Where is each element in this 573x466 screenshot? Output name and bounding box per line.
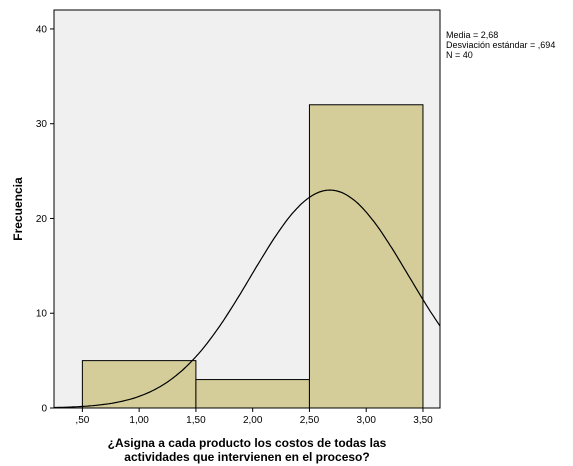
x-tick-label-4: 2,00 (243, 415, 263, 426)
y-tick-label-5: 40 (36, 24, 48, 35)
x-axis-title-line-1: ¿Asigna a cada producto los costos de to… (108, 436, 387, 450)
y-axis-title: Frecuencia (11, 177, 25, 241)
x-axis: ,50 1,00 1,50 2,00 2,50 3,00 3,50 (75, 408, 433, 426)
x-tick-label-1: ,50 (75, 415, 89, 426)
histogram-bar-1 (81, 360, 197, 409)
y-tick-label-3: 20 (36, 214, 48, 225)
histogram-bars (81, 104, 424, 409)
y-tick-label-4: 30 (36, 119, 48, 130)
x-tick-label-2: 1,00 (129, 415, 149, 426)
x-tick-label-5: 2,50 (300, 415, 320, 426)
y-tick-label-1: 0 (41, 404, 47, 415)
normal-curve (54, 189, 441, 409)
y-tick-label-2: 10 (36, 309, 48, 320)
x-axis-title-line-2: actividades que intervienen en el proces… (124, 450, 369, 464)
histogram-bar-3 (308, 104, 424, 409)
x-tick-label-6: 3,00 (356, 415, 376, 426)
histogram-bar-2 (195, 379, 310, 409)
stats-std-dev: Desviación estándar = ,694 (446, 40, 555, 50)
stats-n: N = 40 (446, 50, 473, 60)
x-tick-label-3: 1,50 (186, 415, 206, 426)
x-tick-label-7: 3,50 (413, 415, 433, 426)
y-axis: 0 10 20 30 40 (36, 24, 54, 415)
stats-mean: Media = 2,68 (446, 30, 498, 40)
